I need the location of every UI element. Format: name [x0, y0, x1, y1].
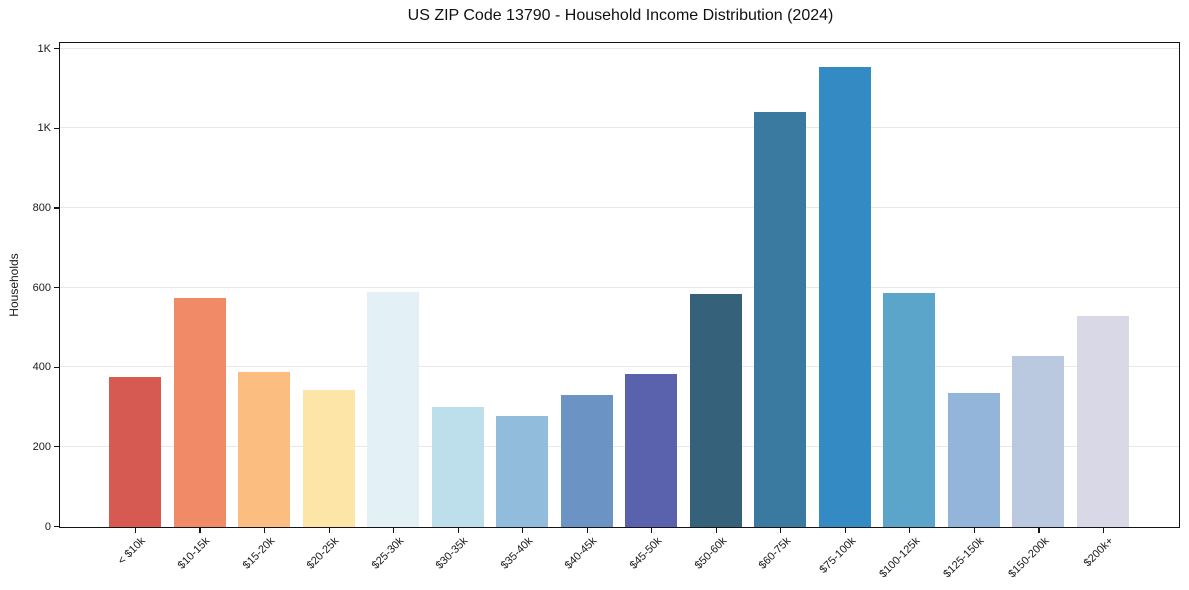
bar-$20-25k — [302, 390, 355, 527]
gridline-1K — [60, 127, 1179, 129]
y-tick-label: 400 — [32, 361, 51, 374]
x-tick-mark — [1038, 528, 1040, 533]
gridline-600 — [60, 286, 1179, 288]
x-tick-label: $10-15k — [175, 535, 213, 572]
y-tick-mark — [54, 525, 59, 528]
bar-$25-30k — [367, 292, 420, 527]
x-tick-label: $50-60k — [692, 535, 729, 572]
x-tick-label: $150-200k — [1006, 535, 1052, 581]
bar-$10-15k — [173, 298, 226, 527]
y-tick-mark — [54, 446, 59, 448]
x-tick-label: $125-150k — [941, 535, 987, 581]
x-tick-mark — [263, 528, 266, 533]
x-tick-mark — [586, 528, 588, 533]
x-tick-label: $40-45k — [563, 535, 600, 572]
y-tick-mark — [54, 286, 59, 289]
y-tick-label: 0 — [44, 520, 51, 533]
x-tick-mark — [328, 528, 330, 533]
y-tick-label: 1K — [37, 122, 51, 135]
x-tick-label: $20-25k — [304, 535, 342, 572]
gridline-1K — [60, 47, 1179, 49]
bar-$60-75k — [754, 112, 807, 527]
bar-$50-60k — [689, 294, 742, 527]
x-tick-mark — [909, 528, 911, 533]
y-tick-label: 800 — [32, 201, 51, 214]
x-tick-mark — [1102, 528, 1105, 533]
gridline-800 — [60, 206, 1179, 208]
y-tick-label: 600 — [32, 281, 51, 294]
x-tick-label: $100-125k — [877, 535, 923, 581]
x-tick-label: $75-100k — [816, 535, 858, 576]
y-tick-label: 200 — [32, 440, 51, 453]
x-tick-mark — [973, 528, 976, 533]
bar-$150-200k — [1012, 356, 1065, 527]
x-tick-label: $30-35k — [434, 535, 471, 572]
x-tick-mark — [844, 528, 846, 533]
x-tick-label: $25-30k — [369, 535, 407, 572]
gridline-200 — [60, 445, 1179, 447]
x-tick-label: $45-50k — [627, 535, 665, 572]
x-tick-mark — [199, 528, 201, 533]
x-tick-mark — [651, 528, 653, 533]
bar-$100-125k — [883, 293, 936, 527]
bar-$30-35k — [431, 406, 484, 527]
x-tick-label: < $10k — [115, 535, 148, 568]
x-tick-mark — [780, 528, 782, 533]
y-tick-mark — [54, 366, 59, 368]
gridline-400 — [60, 366, 1179, 368]
y-axis-label: Households — [7, 253, 21, 317]
bar-$125-150k — [947, 392, 1000, 527]
chart-title: US ZIP Code 13790 - Household Income Dis… — [407, 7, 834, 24]
x-tick-mark — [393, 528, 395, 533]
y-tick-label: 1K — [37, 42, 51, 55]
x-tick-label: $60-75k — [756, 535, 794, 572]
bar-$40-45k — [560, 394, 613, 527]
x-tick-mark — [715, 528, 717, 533]
x-tick-mark — [134, 528, 137, 533]
bar-$75-100k — [818, 67, 871, 527]
x-tick-mark — [457, 528, 459, 533]
y-tick-mark — [54, 127, 59, 129]
y-tick-mark — [54, 207, 59, 209]
bar-$45-50k — [625, 373, 678, 527]
bar-$15-20k — [238, 371, 291, 527]
bar-$35-40k — [496, 415, 549, 527]
bar-$200k+ — [1077, 315, 1129, 527]
bar-< $10k — [109, 376, 161, 527]
x-tick-label: $200k+ — [1081, 535, 1116, 570]
x-tick-mark — [522, 528, 524, 533]
y-tick-mark — [54, 48, 59, 50]
x-tick-label: $15-20k — [240, 535, 278, 572]
x-tick-label: $35-40k — [498, 535, 536, 572]
plot-area — [59, 42, 1180, 528]
